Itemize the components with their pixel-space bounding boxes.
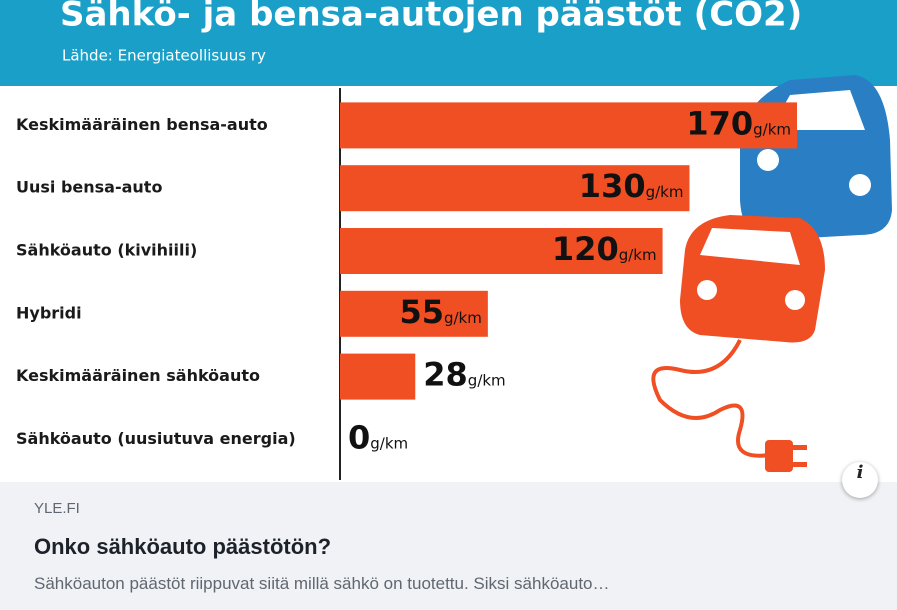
page: Sähkö- ja bensa-autojen päästöt (CO2) Lä… (0, 0, 897, 610)
value-unit: g/km (646, 183, 684, 201)
category-label: Keskimääräinen sähköauto (16, 366, 260, 385)
value-number: 28g/km (423, 356, 505, 394)
value-unit: g/km (753, 120, 791, 138)
value-text: 120 (552, 230, 619, 268)
value-text: 55 (399, 293, 444, 331)
category-label: Sähköauto (uusiutuva energia) (16, 429, 296, 448)
value-text: 0 (348, 418, 370, 456)
card-title[interactable]: Onko sähköauto päästötön? (34, 534, 331, 560)
card-source: YLE.FI (34, 500, 80, 517)
chart-title: Sähkö- ja bensa-autojen päästöt (CO2) (60, 0, 802, 35)
value-unit: g/km (370, 434, 408, 452)
value-text: 170 (686, 104, 753, 142)
value-unit: g/km (444, 308, 482, 326)
card-description: Sähköauton päästöt riippuvat siitä millä… (34, 574, 874, 594)
value-number: 0g/km (348, 418, 408, 456)
category-label: Uusi bensa-auto (16, 178, 162, 197)
category-label: Keskimääräinen bensa-auto (16, 115, 268, 134)
category-label: Sähköauto (kivihiili) (16, 241, 197, 260)
bar (340, 354, 415, 400)
link-card[interactable]: YLE.FI Onko sähköauto päästötön? Sähköau… (0, 482, 897, 610)
value-text: 28 (423, 356, 468, 394)
chart: Sähkö- ja bensa-autojen päästöt (CO2) Lä… (0, 0, 897, 482)
chart-subtitle: Lähde: Energiateollisuus ry (62, 47, 266, 65)
info-button[interactable]: i (842, 462, 878, 498)
value-text: 130 (579, 167, 646, 205)
value-label: 0g/km (348, 418, 408, 456)
value-unit: g/km (619, 246, 657, 264)
category-label: Hybridi (16, 303, 82, 322)
value-unit: g/km (468, 371, 506, 389)
value-label: 28g/km (423, 356, 505, 394)
